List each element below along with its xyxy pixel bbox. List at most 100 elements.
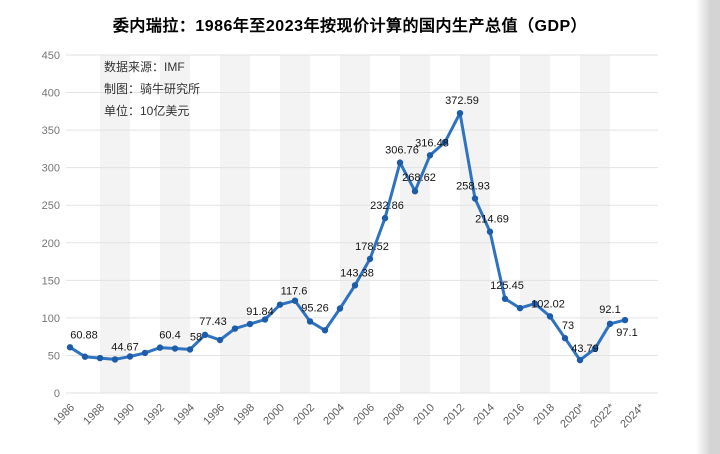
data-point xyxy=(546,313,554,320)
data-source-note: 数据来源：IMF xyxy=(104,60,185,74)
data-point xyxy=(156,344,164,351)
data-point xyxy=(621,316,629,324)
data-point xyxy=(96,354,104,362)
x-tick-label: 1988 xyxy=(81,402,107,428)
y-tick-label: 0 xyxy=(54,388,60,400)
plot-band xyxy=(340,55,370,393)
data-point xyxy=(591,345,599,352)
x-tick-label: 2018 xyxy=(531,402,557,428)
data-point xyxy=(201,331,209,339)
plot-bands xyxy=(100,55,610,393)
y-tick-label: 100 xyxy=(42,313,60,325)
data-points xyxy=(66,109,629,364)
chart-credit-note: 制图：骑牛研究所 xyxy=(104,82,201,96)
plot-band xyxy=(520,55,550,393)
data-point-label: 77.43 xyxy=(199,316,227,328)
data-point-label: 95.26 xyxy=(301,302,329,314)
x-tick-label: 1998 xyxy=(231,402,257,428)
data-point-label: 44.67 xyxy=(111,341,139,353)
data-point xyxy=(321,327,329,334)
page-edge-shade xyxy=(696,0,720,454)
data-point xyxy=(351,282,359,289)
x-tick-label: 2008 xyxy=(381,402,407,428)
x-tick-label: 2014 xyxy=(471,402,497,428)
plot-band xyxy=(160,55,190,393)
y-tick-label: 300 xyxy=(42,163,60,175)
x-tick-label: 2022* xyxy=(588,401,617,430)
data-point xyxy=(516,304,524,312)
data-point xyxy=(276,301,284,308)
data-point-label: 232.86 xyxy=(370,200,404,212)
data-point xyxy=(366,255,374,263)
y-tick-label: 400 xyxy=(42,88,60,100)
data-point xyxy=(411,188,419,195)
data-point-label: 102.02 xyxy=(531,298,565,310)
x-tick-label: 1996 xyxy=(201,402,227,428)
data-point-label: 92.1 xyxy=(599,304,620,316)
data-point-label: 60.4 xyxy=(159,330,180,342)
x-tick-label: 2000 xyxy=(261,402,287,428)
y-tick-label: 450 xyxy=(42,50,60,62)
plot-band xyxy=(100,55,130,393)
data-point-label: 258.93 xyxy=(456,181,490,193)
data-point-label: 316.48 xyxy=(415,137,449,149)
x-tick-label: 2010 xyxy=(411,402,437,428)
x-tick-label: 2016 xyxy=(501,402,527,428)
plot-band xyxy=(580,55,610,393)
data-point xyxy=(456,109,464,117)
data-point-label: 60.88 xyxy=(70,329,98,341)
x-tick-label: 2024* xyxy=(618,401,647,430)
data-point xyxy=(336,305,344,312)
grid-lines xyxy=(66,54,658,394)
data-point-label: 125.45 xyxy=(490,280,524,292)
point-labels: 60.88 44.67 60.4 58 77.43 91.84 117.6 95.26 143.… xyxy=(70,95,637,355)
data-point xyxy=(441,138,449,146)
x-tick-label: 1994 xyxy=(171,402,197,428)
x-tick-label: 2020* xyxy=(558,401,587,430)
data-point xyxy=(246,320,254,328)
page-title: 委内瑞拉：1986年至2023年按现价计算的国内生产总值（GDP） xyxy=(112,18,588,35)
chart-notes: 数据来源：IMF 制图：骑牛研究所 单位：10亿美元 xyxy=(104,56,200,122)
data-point xyxy=(501,295,509,302)
data-point xyxy=(396,159,404,166)
data-point xyxy=(186,346,194,353)
data-point-label: 143.38 xyxy=(340,267,374,279)
data-point xyxy=(471,195,479,202)
data-point xyxy=(576,356,584,364)
y-tick-label: 200 xyxy=(42,238,60,250)
data-point xyxy=(111,356,119,363)
data-point-label: 43.79 xyxy=(571,343,599,355)
data-point xyxy=(306,318,314,325)
data-point xyxy=(216,336,224,344)
x-tick-label: 2012 xyxy=(441,402,467,428)
x-tick-label: 1986 xyxy=(51,402,77,428)
data-point xyxy=(486,228,494,235)
data-point xyxy=(381,214,389,222)
data-point xyxy=(426,152,434,159)
y-tick-label: 50 xyxy=(48,350,60,362)
data-point-label: 178.52 xyxy=(355,241,389,253)
x-tick-label: 2002 xyxy=(291,402,317,428)
data-point-label: 97.1 xyxy=(616,327,637,339)
data-point-label: 306.76 xyxy=(385,145,419,157)
data-point xyxy=(231,325,239,332)
data-point xyxy=(291,297,299,304)
data-point xyxy=(171,345,179,352)
data-point-label: 214.69 xyxy=(475,214,509,226)
x-tick-label: 1990 xyxy=(111,402,137,428)
unit-note: 单位：10亿美元 xyxy=(104,104,190,118)
data-point-label: 73 xyxy=(562,320,574,332)
data-point-label: 58 xyxy=(190,331,202,343)
data-point-label: 372.59 xyxy=(445,95,479,107)
data-point xyxy=(561,334,569,342)
y-tick-label: 150 xyxy=(42,275,60,287)
data-point xyxy=(81,353,89,360)
data-point xyxy=(66,344,74,351)
data-point xyxy=(531,300,539,307)
data-point xyxy=(606,320,614,328)
data-point-label: 268.62 xyxy=(402,172,436,184)
plot-band xyxy=(280,55,310,393)
y-tick-label: 350 xyxy=(42,125,60,137)
